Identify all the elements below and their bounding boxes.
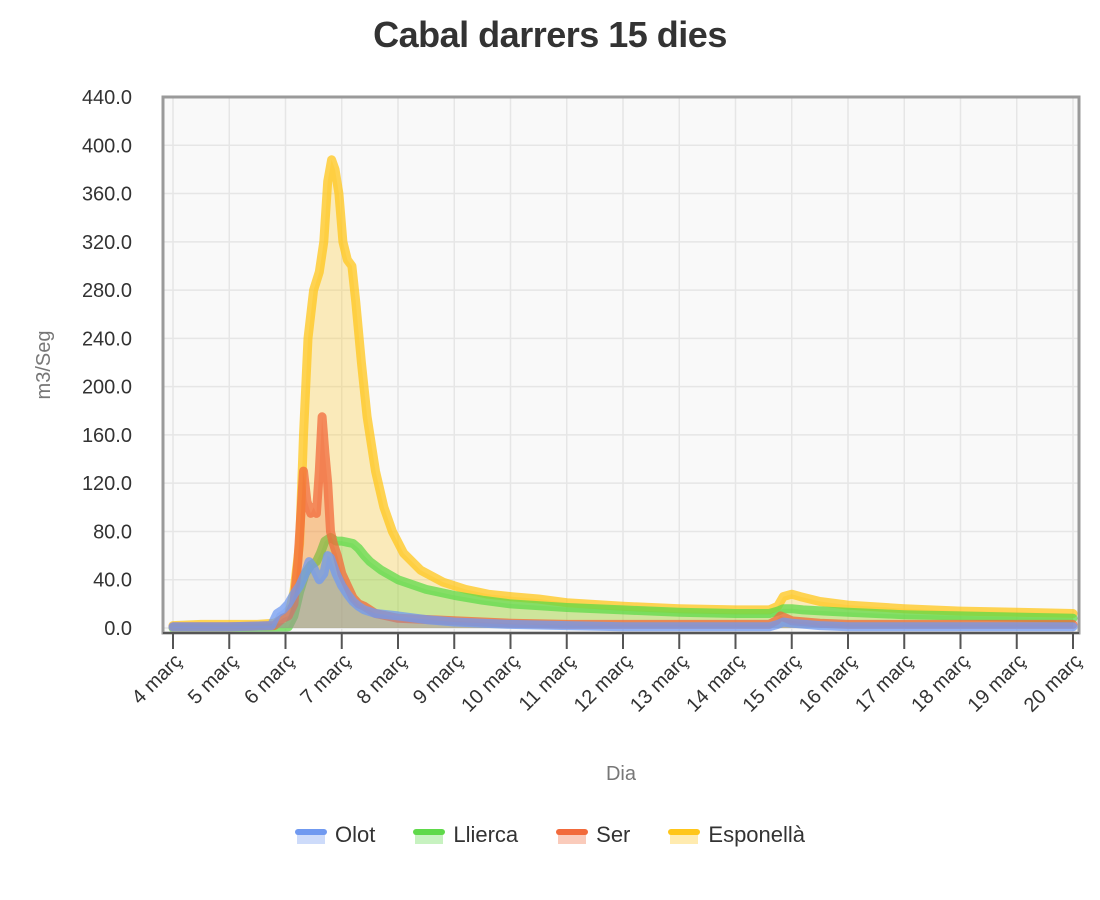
legend-label: Esponellà — [708, 822, 806, 847]
series-line-esponell- — [168, 155, 1078, 631]
y-tick-label: 120.0 — [82, 473, 132, 495]
x-tick-label: 18 març — [907, 650, 974, 717]
x-tick-label: 10 març — [457, 650, 524, 717]
y-tick-label: 440.0 — [82, 87, 132, 109]
y-tick-label: 400.0 — [82, 135, 132, 157]
legend-swatch — [668, 826, 701, 844]
x-tick-label: 15 març — [739, 650, 806, 717]
x-tick-label: 14 març — [682, 650, 749, 717]
series-area-esponell- — [173, 159, 1073, 629]
x-tick-label: 20 març — [1020, 650, 1087, 717]
y-tick-label: 360.0 — [82, 184, 132, 206]
y-tick-label: 160.0 — [82, 425, 132, 447]
legend-swatch — [294, 826, 327, 844]
chart-title: Cabal darrers 15 dies — [373, 14, 727, 55]
legend-swatch — [413, 826, 446, 844]
y-axis-title: m3/Seg — [33, 331, 55, 400]
plot-background — [163, 97, 1079, 633]
y-tick-label: 240.0 — [82, 328, 132, 350]
x-tick-label: 6 març — [240, 650, 299, 709]
y-tick-label: 0.0 — [104, 618, 132, 640]
x-tick-label: 13 març — [626, 650, 693, 717]
legend-item-olot[interactable]: Olot — [294, 822, 376, 848]
x-axis-title: Dia — [606, 763, 637, 785]
legend-label: Ser — [596, 822, 631, 847]
legend-swatch — [556, 826, 589, 844]
x-tick-label: 7 març — [297, 650, 356, 709]
x-tick-label: 19 març — [964, 650, 1031, 717]
x-tick-label: 8 març — [353, 650, 412, 709]
y-tick-label: 320.0 — [82, 232, 132, 254]
legend-label: Olot — [334, 822, 376, 847]
x-tick-label: 5 març — [184, 650, 243, 709]
legend-item-llierca[interactable]: Llierca — [413, 822, 518, 848]
series-line-olot — [168, 551, 1078, 632]
x-tick-label: 12 març — [570, 650, 637, 717]
series-layer — [168, 155, 1078, 633]
y-tick-label: 40.0 — [93, 570, 132, 592]
legend-item-esponell-[interactable]: Esponellà — [668, 822, 805, 848]
x-tick-label: 4 març — [128, 650, 187, 709]
y-tick-label: 80.0 — [93, 521, 132, 543]
x-tick-label: 17 març — [851, 650, 918, 717]
x-tick-label: 16 març — [795, 650, 862, 717]
legend-item-ser[interactable]: Ser — [556, 822, 630, 848]
legend-label: Llierca — [453, 822, 519, 847]
y-tick-label: 280.0 — [82, 280, 132, 302]
x-tick-label: 11 març — [515, 650, 581, 716]
series-area-llierca — [173, 537, 1073, 628]
y-tick-label: 200.0 — [82, 377, 132, 399]
legend: Olot Llierca Ser Esponellà — [0, 822, 1100, 848]
y-axis: 0.0 40.0 80.0 120.0 160.0 200.0 240.0 280.0 320.… — [82, 87, 132, 640]
